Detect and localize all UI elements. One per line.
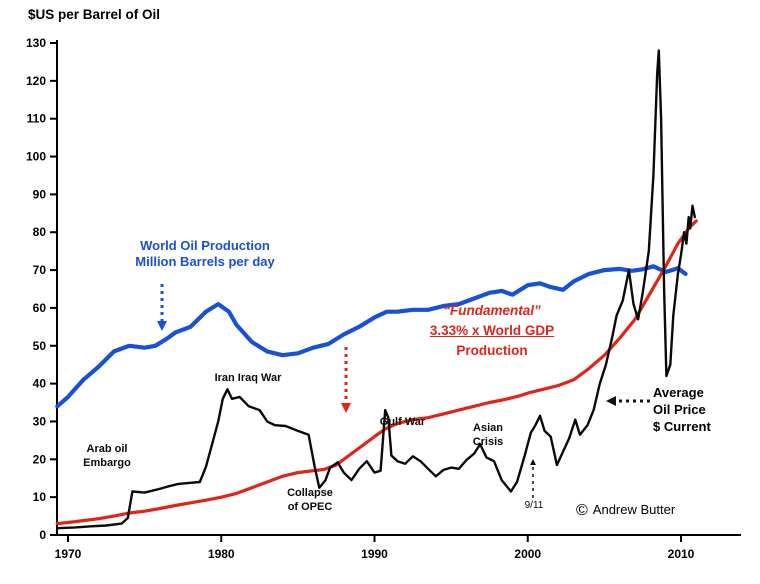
fundamental-gdp-series (55, 219, 698, 526)
x-tick-label: 1980 (208, 547, 235, 561)
y-tick-label: 0 (39, 528, 46, 542)
nine-eleven-arrow-head (530, 459, 536, 465)
world-oil-production-series (55, 264, 688, 409)
y-tick-label: 100 (26, 150, 46, 164)
y-tick-label: 130 (26, 36, 46, 50)
y-tick-label: 50 (33, 339, 47, 353)
x-tick-label: 1990 (361, 547, 388, 561)
page-title: $US per Barrel of Oil (28, 7, 161, 22)
y-tick-label: 110 (27, 112, 47, 126)
production-arrow-head (157, 321, 167, 331)
price-arrow-head (606, 396, 616, 406)
y-tick-label: 30 (33, 414, 47, 428)
y-tick-label: 10 (33, 490, 47, 504)
y-tick-label: 40 (33, 377, 47, 391)
y-tick-label: 90 (33, 187, 47, 201)
y-tick-label: 20 (33, 452, 47, 466)
x-tick-label: 1970 (55, 547, 82, 561)
y-tick-label: 80 (33, 225, 47, 239)
y-tick-label: 70 (33, 263, 47, 277)
fundamental-arrow-head (341, 403, 351, 413)
average-oil-price-series (56, 49, 696, 530)
x-tick-label: 2000 (514, 547, 541, 561)
y-tick-label: 60 (33, 301, 47, 315)
x-tick-label: 2010 (668, 547, 695, 561)
y-tick-label: 120 (26, 74, 46, 88)
